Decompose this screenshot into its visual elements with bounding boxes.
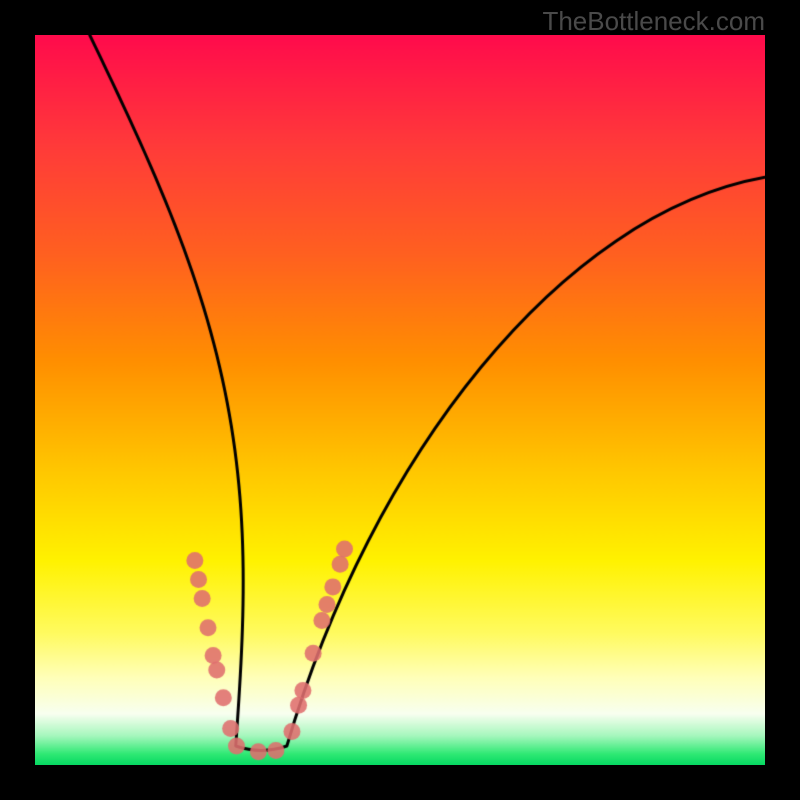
chart-stage: TheBottleneck.com xyxy=(0,0,800,800)
plot-area xyxy=(35,35,765,765)
bottleneck-curve xyxy=(35,35,765,765)
watermark-label: TheBottleneck.com xyxy=(542,6,765,37)
